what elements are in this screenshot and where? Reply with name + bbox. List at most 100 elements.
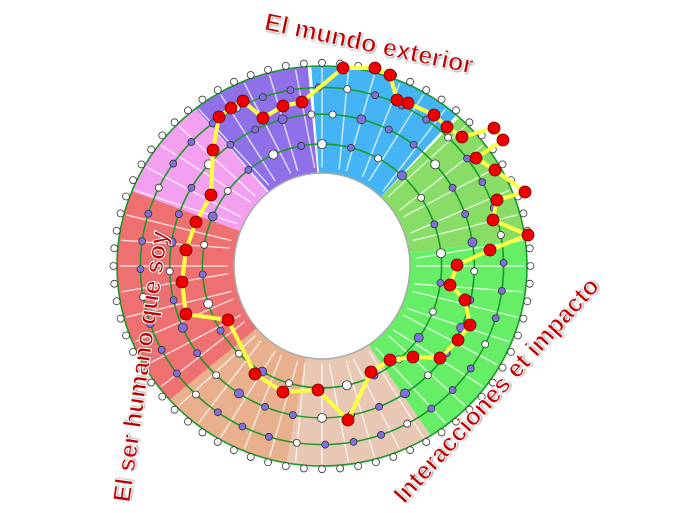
outer-node	[184, 417, 192, 426]
path-node	[295, 95, 309, 109]
path-node	[179, 243, 193, 257]
inner-node	[497, 286, 506, 295]
inner-node	[430, 220, 439, 229]
outer-node	[437, 95, 446, 104]
spoke-line	[345, 360, 376, 458]
inner-node	[177, 322, 188, 333]
path-node	[469, 151, 483, 165]
outer-node	[112, 226, 121, 235]
inner-node	[436, 248, 446, 259]
outer-node	[519, 209, 528, 218]
outer-node	[110, 244, 119, 253]
inner-node	[234, 388, 244, 399]
inner-node	[238, 422, 247, 431]
outer-node	[184, 106, 192, 115]
inner-node	[200, 240, 209, 249]
inner-node	[307, 110, 316, 119]
inner-node	[478, 178, 487, 187]
inner-node	[216, 326, 225, 335]
spoke-line	[352, 358, 401, 450]
inner-hole	[233, 172, 411, 360]
outer-node	[299, 59, 308, 68]
outer-node	[372, 458, 380, 467]
inner-node	[187, 138, 196, 146]
inner-node	[289, 411, 297, 419]
path-node	[433, 351, 447, 365]
inner-node	[341, 380, 352, 391]
outer-node	[137, 160, 146, 169]
inner-node	[347, 143, 355, 152]
outer-node	[198, 428, 207, 437]
inner-node	[285, 379, 293, 388]
outer-node	[354, 462, 363, 471]
inner-node	[213, 408, 222, 417]
inner-node	[258, 93, 267, 102]
inner-node	[375, 402, 383, 411]
inner-node	[187, 183, 196, 192]
outer-node	[264, 458, 272, 467]
outer-node	[406, 446, 415, 455]
inner-node	[321, 440, 330, 449]
inner-node	[174, 210, 183, 218]
spoke-line	[198, 340, 262, 424]
outer-node	[336, 464, 345, 473]
spoke-line	[387, 125, 466, 197]
inner-node	[448, 386, 457, 394]
outer-node	[422, 438, 431, 446]
inner-node	[427, 404, 436, 413]
inner-node	[265, 432, 273, 441]
outer-node	[122, 192, 130, 201]
inner-node	[343, 85, 352, 94]
inner-node	[169, 296, 178, 305]
outer-node	[110, 279, 119, 288]
outer-node	[519, 314, 528, 323]
spoke-line	[268, 360, 299, 458]
spoke-line	[134, 298, 234, 343]
inner-node	[223, 187, 232, 195]
outer-node	[318, 465, 326, 474]
spoke-line	[412, 214, 518, 242]
outer-node	[498, 363, 507, 372]
outer-node	[158, 392, 167, 401]
inner-node	[277, 114, 288, 125]
path-node	[450, 258, 464, 272]
outer-node	[465, 405, 474, 414]
inner-node	[328, 110, 337, 119]
spoke-line	[126, 214, 232, 242]
spoke-line	[160, 144, 252, 203]
inner-node	[212, 371, 221, 380]
path-node	[256, 111, 270, 125]
inner-node	[409, 140, 418, 149]
path-node	[518, 185, 532, 199]
path-node	[336, 61, 350, 75]
outer-node	[507, 347, 515, 356]
path-node	[487, 121, 501, 135]
outer-node	[158, 131, 167, 140]
inner-node	[413, 332, 424, 343]
outer-node	[109, 262, 118, 270]
spoke-line	[243, 354, 283, 450]
inner-node	[466, 364, 475, 373]
path-node	[486, 213, 500, 227]
inner-node	[403, 419, 412, 428]
inner-node	[169, 159, 178, 168]
spoke-line	[178, 125, 257, 197]
inner-node	[144, 209, 153, 218]
inner-node	[297, 142, 306, 150]
path-node	[311, 383, 325, 397]
path-node	[204, 188, 218, 202]
inner-node	[436, 279, 445, 287]
outer-node	[246, 453, 255, 461]
inner-node	[261, 402, 269, 411]
path-node	[443, 278, 457, 292]
path-node	[364, 365, 378, 379]
outer-node	[422, 86, 431, 94]
outer-node	[229, 77, 238, 86]
path-node	[248, 367, 262, 381]
inner-node	[461, 210, 470, 218]
inner-node	[463, 154, 471, 163]
outer-node	[452, 106, 460, 115]
outer-node	[452, 417, 460, 426]
